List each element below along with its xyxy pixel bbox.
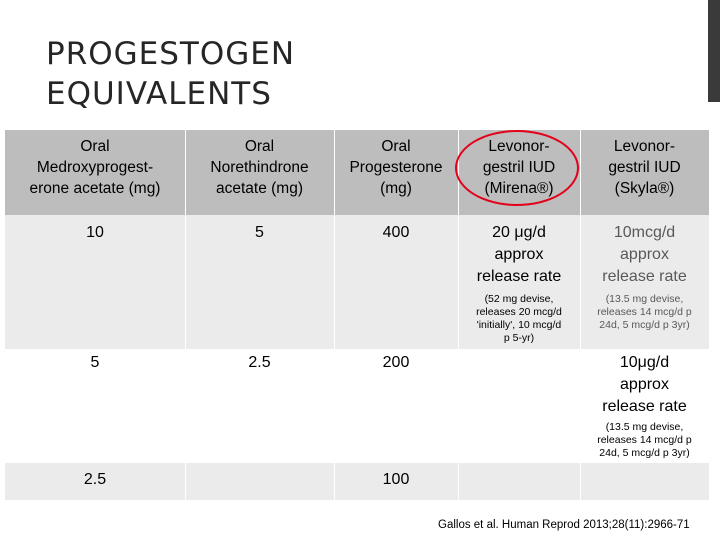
row1-neta: 5 [255, 224, 264, 241]
citation: Gallos et al. Human Reprod 2013;28(11):2… [438, 519, 690, 531]
header-progesterone: Oral Progesterone (mg) [349, 138, 443, 197]
mirena-highlight-circle [455, 130, 579, 206]
column-divider [580, 130, 581, 500]
row3-mpa: 2.5 [83, 471, 107, 488]
row1-mpa: 10 [86, 224, 104, 241]
column-divider [185, 130, 186, 500]
column-divider [458, 130, 459, 500]
header-skyla: Levonor- gestril IUD (Skyla®) [608, 138, 681, 197]
row2-skyla: 10μg/d approx release rate (13.5 mg devi… [597, 354, 692, 459]
row2-progesterone: 200 [382, 354, 410, 371]
slide-title: PROGESTOGEN EQUIVALENTS [46, 34, 446, 114]
row2-mpa: 5 [90, 354, 100, 371]
table-header-band [5, 130, 709, 215]
row1-skyla: 10mcg/d approx release rate (13.5 mg dev… [597, 224, 692, 331]
table-row-band-2 [5, 349, 709, 463]
header-norethindrone: Oral Norethindrone acetate (mg) [210, 138, 309, 197]
table-row-band-3 [5, 463, 709, 500]
row3-progesterone: 100 [382, 471, 410, 488]
row1-mirena: 20 μg/d approx release rate (52 mg devis… [476, 224, 562, 344]
title-line-2: EQUIVALENTS [46, 76, 272, 112]
table-row-band-1 [5, 215, 709, 349]
column-divider [334, 130, 335, 500]
header-medroxyprogesterone: Oral Medroxyprogest- erone acetate (mg) [29, 138, 161, 197]
equivalents-table: Oral Medroxyprogest- erone acetate (mg) … [5, 130, 709, 500]
row1-progesterone: 400 [382, 224, 410, 241]
row2-neta: 2.5 [248, 354, 271, 371]
slide-edge-bar [708, 0, 720, 102]
title-line-1: PROGESTOGEN [46, 36, 296, 72]
